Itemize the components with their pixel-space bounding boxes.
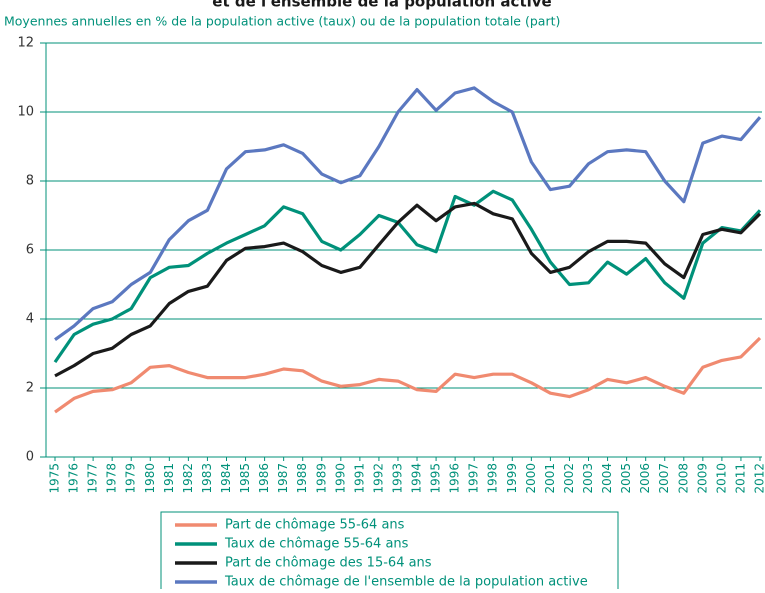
x-tick-label: 2004 xyxy=(600,463,614,494)
x-tick-label: 1976 xyxy=(67,463,81,494)
x-tick-label: 1995 xyxy=(429,463,443,494)
x-tick-label: 1978 xyxy=(105,463,119,494)
series-line xyxy=(55,203,760,376)
y-tick-label: 2 xyxy=(26,381,34,396)
x-tick-label: 1991 xyxy=(352,463,366,494)
x-tick-label: 1975 xyxy=(48,463,62,494)
legend-label: Part de chômage des 15-64 ans xyxy=(225,556,432,571)
x-tick-label: 1980 xyxy=(143,463,157,494)
x-tick-label: 2010 xyxy=(714,463,728,494)
x-tick-label: 2012 xyxy=(753,463,765,494)
x-tick-label: 2011 xyxy=(733,463,747,494)
y-tick-label: 10 xyxy=(17,105,34,120)
y-tick-label: 6 xyxy=(26,243,34,258)
x-tick-label: 1994 xyxy=(410,463,424,494)
series-line xyxy=(55,191,760,362)
chart-title: et de l'ensemble de la population active xyxy=(212,0,551,11)
x-tick-label: 1982 xyxy=(181,463,195,494)
x-tick-label: 1988 xyxy=(295,463,309,494)
legend-label: Taux de chômage 55-64 ans xyxy=(224,537,409,552)
y-tick-label: 8 xyxy=(26,174,34,189)
x-tick-label: 2005 xyxy=(619,463,633,494)
x-tick-label: 1983 xyxy=(200,463,214,494)
x-tick-label: 1997 xyxy=(467,463,481,494)
x-tick-label: 2000 xyxy=(524,463,538,494)
x-tick-label: 1987 xyxy=(276,463,290,494)
x-tick-label: 2007 xyxy=(657,463,671,494)
x-tick-label: 1984 xyxy=(219,463,233,494)
x-tick-label: 2006 xyxy=(638,463,652,494)
x-tick-label: 2008 xyxy=(676,463,690,494)
x-tick-label: 2009 xyxy=(695,463,709,494)
x-tick-label: 1990 xyxy=(333,463,347,494)
x-tick-label: 1998 xyxy=(486,463,500,494)
x-tick-label: 1993 xyxy=(390,463,404,494)
x-tick-label: 1979 xyxy=(124,463,138,494)
x-tick-label: 2001 xyxy=(543,463,557,494)
x-tick-label: 1989 xyxy=(314,463,328,494)
x-tick-label: 1992 xyxy=(371,463,385,494)
y-tick-label: 12 xyxy=(17,36,34,51)
legend-label: Part de chômage 55-64 ans xyxy=(225,518,405,533)
x-tick-label: 1999 xyxy=(505,463,519,494)
x-tick-label: 1981 xyxy=(162,463,176,494)
series-line xyxy=(55,338,760,412)
y-tick-label: 0 xyxy=(26,450,34,465)
x-tick-label: 1977 xyxy=(86,463,100,494)
x-tick-label: 1985 xyxy=(238,463,252,494)
legend-label: Taux de chômage de l'ensemble de la popu… xyxy=(224,575,588,590)
x-tick-label: 2003 xyxy=(581,463,595,494)
chart-subtitle: Moyennes annuelles en % de la population… xyxy=(4,14,560,29)
y-tick-label: 4 xyxy=(26,312,34,327)
x-tick-label: 1986 xyxy=(257,463,271,494)
x-tick-label: 1996 xyxy=(448,463,462,494)
x-tick-label: 2002 xyxy=(562,463,576,494)
